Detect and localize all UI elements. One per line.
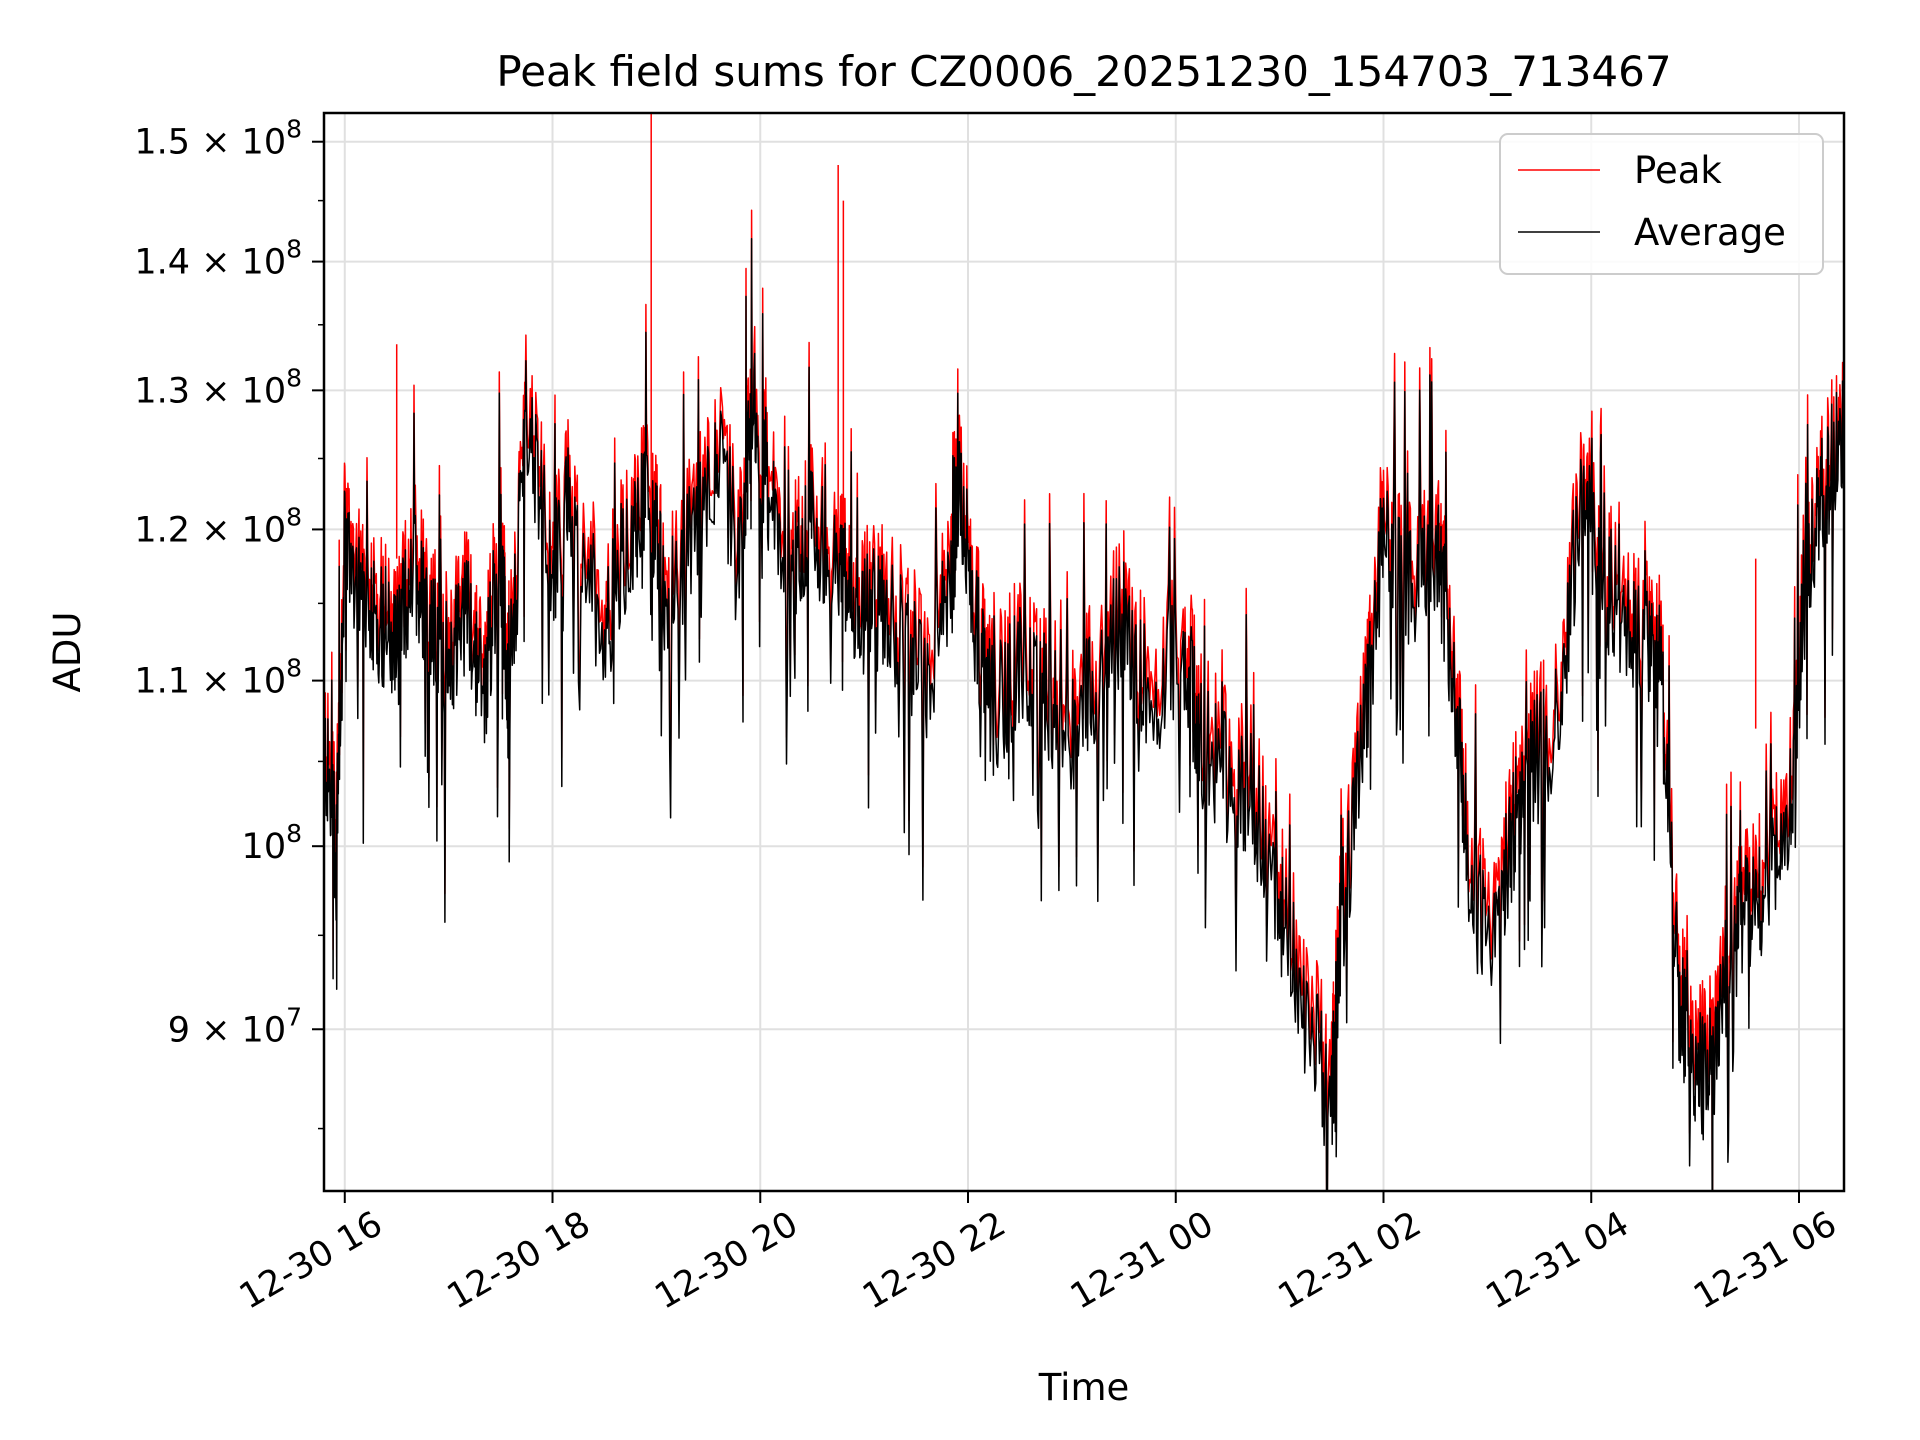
chart-legend: Peak Average [1499, 133, 1824, 275]
average-series-line [324, 237, 1844, 1191]
legend-box [1499, 133, 1824, 275]
plot-frame [322, 111, 1846, 1193]
y-tick-label: 1.5 × 108 [134, 115, 302, 163]
y-axis-label: ADU [46, 612, 89, 693]
y-tick-label: 9 × 107 [168, 1002, 302, 1050]
legend-label-peak: Peak [1634, 149, 1722, 192]
x-axis-label: Time [1038, 1366, 1130, 1409]
chart-title: Peak field sums for CZ0006_20251230_1547… [496, 47, 1671, 96]
y-tick-label: 1.3 × 108 [134, 363, 302, 411]
y-tick-label: 1.4 × 108 [134, 235, 302, 283]
y-tick-label: 108 [242, 819, 302, 867]
y-tick-label: 1.2 × 108 [134, 502, 302, 550]
legend-label-average: Average [1634, 211, 1786, 254]
data-layer [324, 113, 1844, 1191]
y-tick-label: 1.1 × 108 [134, 654, 302, 702]
